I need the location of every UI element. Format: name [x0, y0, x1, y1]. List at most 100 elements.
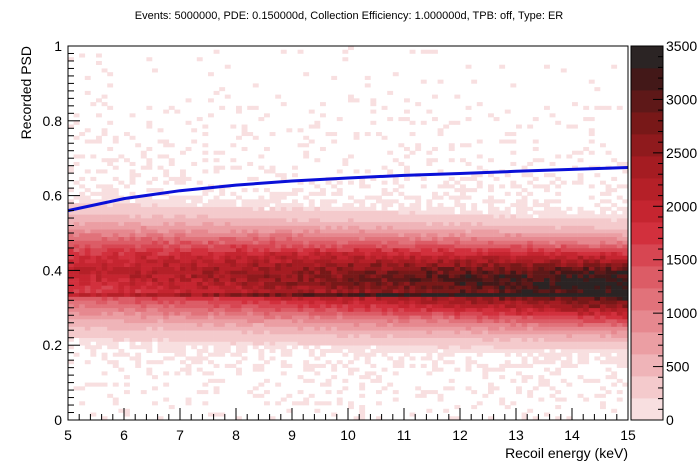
- heatmap-cell: [420, 236, 427, 241]
- heatmap-cell: [348, 405, 354, 410]
- heatmap-cell: [594, 270, 601, 275]
- heatmap-cell: [224, 203, 231, 208]
- heatmap-cell: [560, 68, 567, 73]
- heatmap-cell: [622, 169, 629, 174]
- heatmap-cell: [112, 315, 119, 320]
- heatmap-cell: [258, 322, 265, 327]
- heatmap-cell: [460, 188, 466, 193]
- heatmap-cell: [364, 292, 371, 297]
- heatmap-cell: [196, 233, 203, 238]
- heatmap-cell: [611, 315, 618, 320]
- heatmap-cell: [482, 292, 489, 297]
- heatmap-cell: [286, 307, 293, 312]
- heatmap-cell: [174, 274, 181, 279]
- heatmap-cell: [325, 214, 332, 219]
- heatmap-cell: [476, 289, 483, 294]
- heatmap-cell: [101, 247, 108, 252]
- heatmap-cell: [549, 307, 556, 312]
- heatmap-cell: [460, 206, 466, 211]
- heatmap-cell: [527, 233, 534, 238]
- heatmap-cell: [527, 274, 534, 279]
- heatmap-cell: [549, 266, 556, 271]
- heatmap-cell: [185, 255, 192, 260]
- heatmap-cell: [516, 307, 522, 312]
- heatmap-cell: [252, 262, 259, 267]
- heatmap-cell: [230, 322, 237, 327]
- heatmap-cell: [129, 210, 136, 215]
- heatmap-cell: [213, 255, 220, 260]
- heatmap-cell: [90, 285, 97, 290]
- heatmap-cell: [622, 262, 629, 267]
- heatmap-cell: [465, 363, 472, 368]
- heatmap-cell: [611, 233, 618, 238]
- heatmap-cell: [398, 363, 405, 368]
- heatmap-cell: [426, 259, 433, 264]
- heatmap-cell: [140, 206, 147, 211]
- heatmap-cell: [68, 57, 74, 62]
- heatmap-cell: [90, 292, 97, 297]
- heatmap-cell: [73, 247, 80, 252]
- heatmap-cell: [499, 401, 506, 406]
- heatmap-cell: [521, 341, 528, 346]
- heatmap-cell: [549, 225, 556, 230]
- heatmap-cell: [488, 330, 494, 335]
- heatmap-cell: [611, 240, 618, 245]
- heatmap-cell: [521, 240, 528, 245]
- heatmap-cell: [325, 333, 332, 339]
- heatmap-cells: [68, 46, 629, 421]
- heatmap-cell: [398, 322, 405, 327]
- heatmap-cell: [118, 274, 125, 279]
- heatmap-cell: [101, 337, 108, 342]
- heatmap-cell: [101, 289, 108, 294]
- heatmap-cell: [392, 371, 399, 376]
- heatmap-cell: [336, 169, 343, 174]
- heatmap-cell: [163, 292, 170, 297]
- heatmap-cell: [118, 330, 125, 335]
- heatmap-cell: [96, 113, 102, 118]
- heatmap-cell: [359, 244, 366, 249]
- heatmap-cell: [572, 296, 578, 301]
- heatmap-cell: [460, 277, 466, 282]
- heatmap-cell: [409, 333, 416, 339]
- heatmap-cell: [146, 247, 153, 252]
- heatmap-cell: [622, 300, 629, 305]
- heatmap-cell: [146, 199, 153, 204]
- heatmap-cell: [68, 333, 74, 339]
- heatmap-cell: [448, 210, 455, 215]
- heatmap-cell: [588, 184, 595, 189]
- heatmap-cell: [314, 326, 321, 331]
- heatmap-cell: [460, 233, 466, 238]
- heatmap-cell: [174, 214, 181, 219]
- heatmap-cell: [129, 296, 136, 301]
- heatmap-cell: [124, 203, 130, 208]
- heatmap-cell: [90, 214, 97, 219]
- heatmap-cell: [510, 240, 517, 245]
- heatmap-cell: [605, 289, 612, 294]
- heatmap-cell: [157, 244, 164, 249]
- heatmap-cell: [258, 315, 265, 320]
- heatmap-cell: [465, 326, 472, 331]
- heatmap-cell: [376, 266, 382, 271]
- heatmap-cell: [527, 236, 534, 241]
- heatmap-cell: [107, 146, 114, 152]
- heatmap-cell: [308, 124, 315, 129]
- heatmap-cell: [577, 360, 584, 365]
- heatmap-cell: [303, 285, 310, 290]
- heatmap-cell: [560, 319, 567, 324]
- heatmap-cell: [353, 333, 360, 339]
- heatmap-cell: [476, 330, 483, 335]
- heatmap-cell: [577, 218, 584, 223]
- heatmap-cell: [325, 233, 332, 238]
- heatmap-cell: [79, 274, 86, 279]
- heatmap-cell: [616, 330, 623, 335]
- heatmap-cell: [275, 206, 282, 211]
- heatmap-cell: [370, 348, 377, 353]
- heatmap-cell: [303, 397, 310, 402]
- heatmap-cell: [611, 236, 618, 241]
- heatmap-cell: [331, 251, 338, 256]
- heatmap-cell: [499, 296, 506, 301]
- heatmap-cell: [555, 296, 562, 301]
- heatmap-cell: [488, 214, 494, 219]
- heatmap-cell: [303, 330, 310, 335]
- heatmap-cell: [252, 266, 259, 271]
